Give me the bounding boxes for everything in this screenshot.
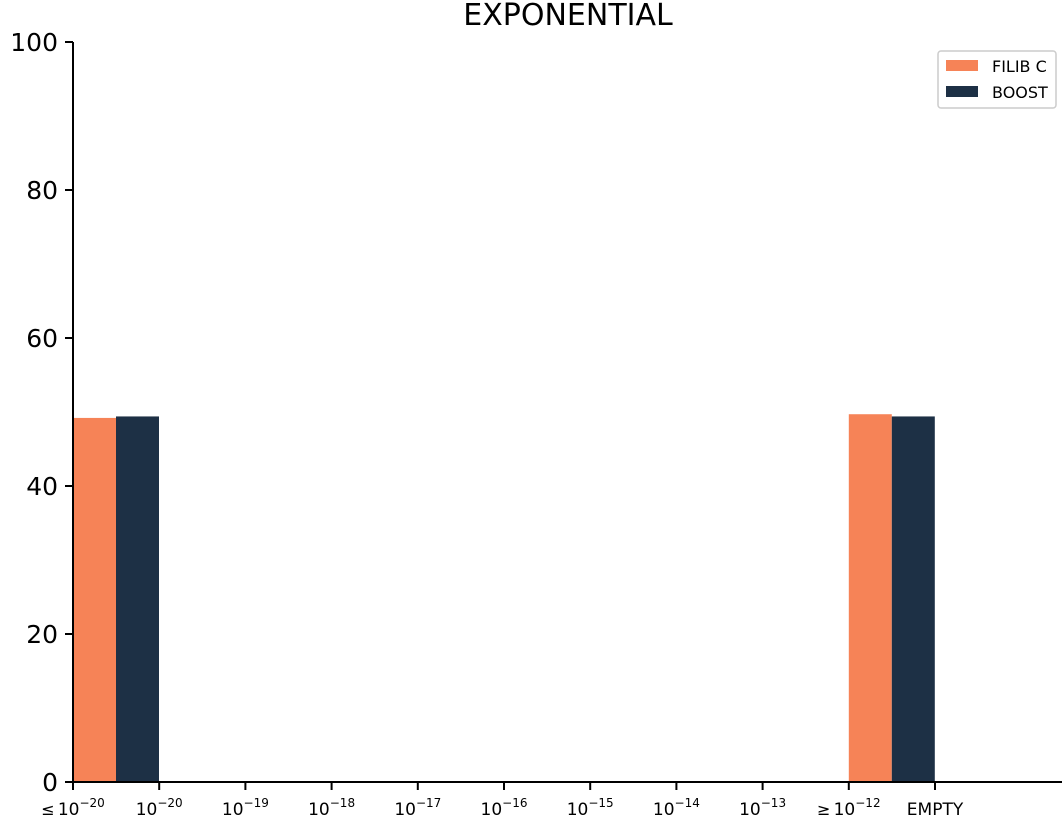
chart-title: EXPONENTIAL: [463, 0, 673, 33]
y-tick-label-80: 80: [26, 176, 58, 205]
legend-label-1: BOOST: [992, 83, 1048, 102]
y-tick-label-100: 100: [10, 28, 58, 57]
y-tick-label-40: 40: [26, 472, 58, 501]
bars-layer: [73, 414, 935, 782]
x-tick-label-5: 10−16: [481, 796, 528, 820]
bar-filib-c-0: [73, 417, 116, 782]
bar-boost-0: [116, 416, 159, 782]
bar-filib-c-9: [848, 414, 892, 782]
y-tick-label-0: 0: [42, 768, 58, 797]
x-tick-label-7: 10−14: [653, 796, 700, 820]
x-tick-label-0: ≤ 10−20: [41, 796, 105, 820]
x-tick-label-8: 10−13: [739, 796, 786, 820]
axes-layer: 0 20 40 60 80 100 ≤ 10−20 10−20 10−19 10−18 10−17 1…: [10, 28, 1062, 820]
x-tick-label-3: 10−18: [308, 796, 355, 820]
bar-boost-9: [891, 416, 935, 782]
legend: FILIB C BOOST: [937, 50, 1057, 109]
y-tick-label-20: 20: [26, 620, 58, 649]
y-tick-label-60: 60: [26, 324, 58, 353]
x-tick-label-6: 10−15: [567, 796, 614, 820]
x-tick-label-10: EMPTY: [907, 800, 964, 820]
legend-swatch-0: [946, 60, 978, 71]
x-tick-label-2: 10−19: [222, 796, 269, 820]
x-tick-label-9: ≥ 10−12: [817, 796, 881, 820]
legend-swatch-1: [946, 86, 978, 97]
x-tick-label-4: 10−17: [394, 796, 441, 820]
x-tick-label-1: 10−20: [136, 796, 183, 820]
legend-label-0: FILIB C: [992, 57, 1047, 76]
